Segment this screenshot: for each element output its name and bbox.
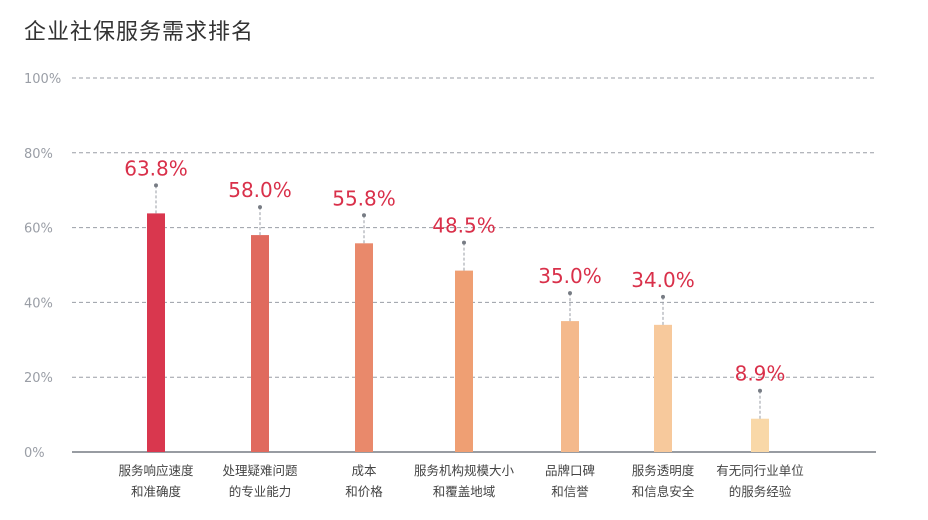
leader-dot bbox=[362, 213, 366, 218]
x-tick-label: 服务机构规模大小 bbox=[414, 463, 515, 478]
x-tick-label: 和准确度 bbox=[131, 484, 182, 499]
y-tick-label: 20% bbox=[24, 371, 53, 386]
chart-title: 企业社保服务需求排名 bbox=[24, 20, 255, 45]
bar[interactable] bbox=[751, 418, 769, 452]
y-tick-label: 40% bbox=[24, 296, 53, 311]
x-tick-label: 的服务经验 bbox=[729, 484, 792, 499]
y-tick-label: 80% bbox=[24, 147, 53, 162]
x-tick-label: 品牌口碑 bbox=[545, 463, 595, 478]
x-tick-label: 和信息安全 bbox=[632, 484, 695, 499]
x-tick-label: 和信誉 bbox=[551, 484, 589, 499]
bar[interactable] bbox=[455, 270, 473, 452]
x-tick-label: 的专业能力 bbox=[229, 484, 292, 499]
x-tick-label: 处理疑难问题 bbox=[222, 463, 298, 478]
bar[interactable] bbox=[251, 235, 269, 452]
y-tick-label: 100% bbox=[24, 72, 61, 87]
bar[interactable] bbox=[561, 321, 579, 452]
leader-dot bbox=[661, 294, 665, 299]
bar[interactable] bbox=[147, 213, 165, 452]
x-tick-label: 和覆盖地域 bbox=[433, 484, 496, 499]
x-tick-label: 成本 bbox=[351, 463, 377, 478]
data-label: 34.0% bbox=[631, 268, 695, 292]
bar[interactable] bbox=[654, 324, 672, 452]
leader-dot bbox=[568, 291, 572, 296]
x-tick-label: 有无同行业单位 bbox=[716, 463, 804, 478]
x-tick-label: 服务透明度 bbox=[632, 463, 695, 478]
data-label: 8.9% bbox=[735, 362, 786, 386]
x-tick-label: 服务响应速度 bbox=[118, 463, 194, 478]
leader-dot bbox=[154, 183, 158, 188]
y-tick-label: 60% bbox=[24, 222, 53, 237]
bar[interactable] bbox=[355, 243, 373, 452]
x-tick-label: 和价格 bbox=[345, 484, 383, 499]
data-label: 48.5% bbox=[432, 214, 496, 238]
leader-dot bbox=[758, 388, 762, 393]
data-label: 35.0% bbox=[538, 264, 602, 288]
leader-dot bbox=[258, 205, 262, 210]
y-tick-label: 0% bbox=[24, 446, 45, 461]
data-label: 55.8% bbox=[332, 186, 396, 210]
data-label: 58.0% bbox=[228, 178, 292, 202]
leader-dot bbox=[462, 240, 466, 245]
data-label: 63.8% bbox=[124, 156, 188, 180]
